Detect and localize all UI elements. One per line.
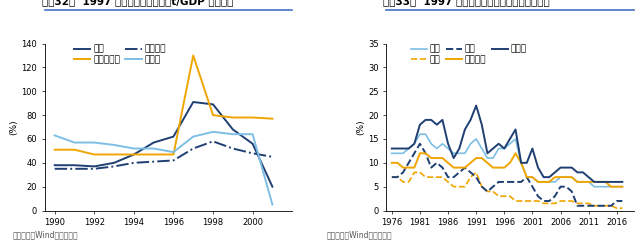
Text: 图表32：  1997 年以前亚洲国家外巫t/GDP 比率攀升: 图表32： 1997 年以前亚洲国家外巫t/GDP 比率攀升: [42, 0, 233, 6]
Text: 图表33：  1997 年以前美日利率低于新兴市场国家: 图表33： 1997 年以前美日利率低于新兴市场国家: [383, 0, 550, 6]
Text: 资料来源：Wind，华泰研究: 资料来源：Wind，华泰研究: [326, 230, 392, 239]
Y-axis label: (%): (%): [10, 119, 19, 135]
Text: 资料来源：Wind，华泰研究: 资料来源：Wind，华泰研究: [13, 230, 79, 239]
Legend: 泰国, 印度尼西亚, 马来西亚, 菲律宾: 泰国, 印度尼西亚, 马来西亚, 菲律宾: [74, 45, 166, 65]
Legend: 泰国, 日本, 美国, 马来西亚, 菲律宾: 泰国, 日本, 美国, 马来西亚, 菲律宾: [410, 45, 527, 65]
Y-axis label: (%): (%): [356, 119, 365, 135]
